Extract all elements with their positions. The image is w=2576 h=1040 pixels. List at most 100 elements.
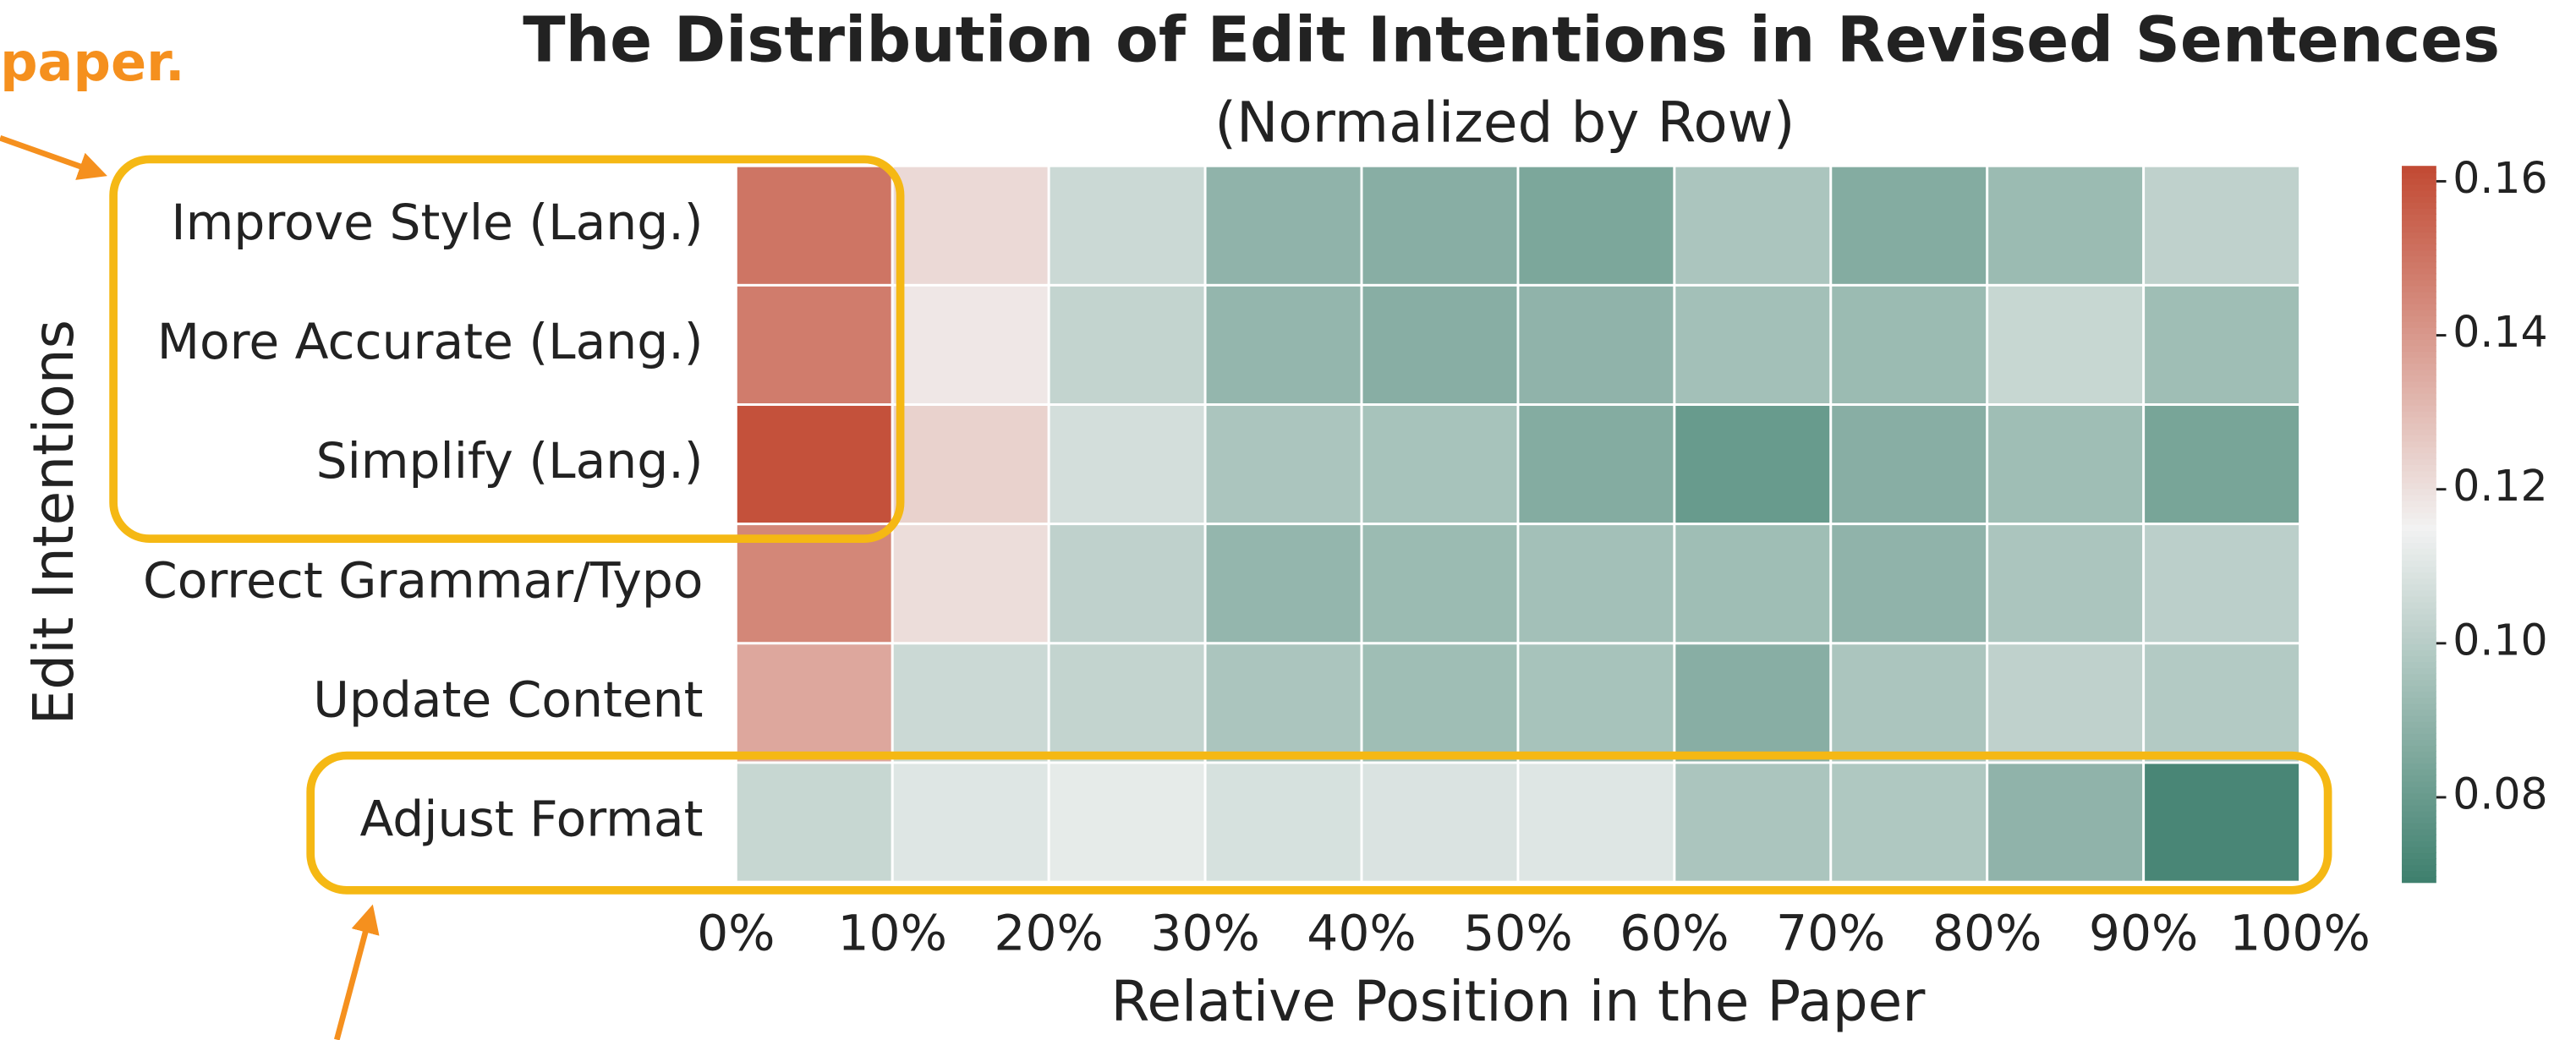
colorbar-segment [2402, 834, 2436, 841]
colorbar-segment [2402, 572, 2436, 579]
colorbar-segment [2402, 560, 2436, 567]
colorbar-segment [2402, 720, 2436, 728]
heatmap-cell [1673, 403, 1833, 526]
colorbar-segment [2402, 267, 2436, 275]
heatmap-cell [1203, 283, 1363, 406]
colorbar-segment [2402, 291, 2436, 298]
heatmap-cell [891, 283, 1050, 406]
colorbar-segment [2402, 326, 2436, 334]
colorbar-segment [2402, 488, 2436, 495]
colorbar-segment [2402, 851, 2436, 860]
colorbar-segment [2402, 178, 2436, 185]
colorbar-segment [2402, 225, 2436, 233]
heatmap-cell [1986, 523, 2146, 645]
colorbar-segment [2402, 410, 2436, 418]
colorbar-segment [2402, 315, 2436, 322]
x-tick-label: 60% [1620, 904, 1729, 961]
colorbar-segment [2402, 512, 2436, 519]
heatmap-cell [2142, 642, 2302, 764]
x-axis-label: Relative Position in the Paper [1110, 969, 1926, 1034]
colorbar-segment [2402, 494, 2436, 501]
arrow [333, 904, 380, 1040]
heatmap-cell [734, 523, 894, 645]
colorbar-segment [2402, 166, 2436, 173]
colorbar-segment [2402, 601, 2436, 609]
heatmap-cell [1203, 642, 1363, 764]
heatmap-cell [1047, 761, 1207, 884]
colorbar-segment [2402, 261, 2436, 269]
heatmap-cell [1360, 403, 1520, 526]
x-tick-label: 70% [1776, 904, 1886, 961]
x-tick-label: 50% [1463, 904, 1573, 961]
colorbar-segment [2402, 369, 2436, 376]
colorbar-segment [2402, 422, 2436, 430]
heatmap-cell [891, 403, 1050, 526]
colorbar-segment [2402, 685, 2436, 692]
colorbar-segment [2402, 840, 2436, 847]
colorbar-segment [2402, 207, 2436, 215]
heatmap-cell [1047, 403, 1207, 526]
colorbar-segment [2402, 392, 2436, 400]
colorbar-segment [2402, 375, 2436, 382]
y-tick-label: Update Content [313, 671, 703, 729]
heatmap-cell [2142, 403, 2302, 526]
heatmap-cell [1829, 403, 1989, 526]
colorbar-segment [2402, 577, 2436, 585]
heatmap-cell [1360, 642, 1520, 764]
x-tick-label: 20% [994, 904, 1104, 961]
heatmap-cell [2142, 523, 2302, 645]
heatmap-cell [1516, 523, 1676, 645]
colorbar-segment [2402, 338, 2436, 347]
heatmap-cell [891, 523, 1050, 645]
colorbar-segment [2402, 673, 2436, 681]
colorbar-segment [2402, 649, 2436, 657]
colorbar-segment [2402, 482, 2436, 490]
colorbar-segment [2402, 553, 2436, 561]
heatmap-cell [1360, 761, 1520, 884]
colorbar-segment [2402, 822, 2436, 829]
colorbar-segment [2402, 691, 2436, 698]
colorbar-segment [2402, 440, 2436, 448]
colorbar-segment [2402, 363, 2436, 370]
colorbar-segment [2402, 810, 2436, 818]
chart-subtitle: (Normalized by Row) [1214, 90, 1795, 156]
colorbar-segment [2402, 643, 2436, 651]
colorbar-segment [2402, 535, 2436, 544]
colorbar-segment [2402, 380, 2436, 388]
colorbar-segment [2402, 255, 2436, 263]
colorbar-segment [2402, 398, 2436, 406]
colorbar-segment [2402, 452, 2436, 460]
colorbar-segment [2402, 780, 2436, 788]
colorbar-segment [2402, 697, 2436, 704]
colorbar-segment [2402, 786, 2436, 794]
colorbar-segment [2402, 273, 2436, 281]
heatmap-cell [1516, 283, 1676, 406]
highlight-box [109, 155, 905, 544]
x-tick-label: 10% [837, 904, 947, 961]
colorbar-segment [2402, 703, 2436, 710]
y-axis-label: Edit Intentions [21, 320, 86, 725]
heatmap-cell [1203, 523, 1363, 645]
colorbar-segment [2402, 863, 2436, 872]
heatmap-cell [1673, 642, 1833, 764]
colorbar-segment [2402, 775, 2436, 782]
colorbar-segment [2402, 470, 2436, 478]
colorbar-segment [2402, 792, 2436, 800]
colorbar-segment [2402, 804, 2436, 812]
y-tick-label: Adjust Format [359, 791, 703, 848]
heatmap-cell [1829, 761, 1989, 884]
heatmap-cell [1047, 642, 1207, 764]
colorbar-tick-label: 0.10 [2453, 615, 2547, 665]
heatmap-cell [1360, 164, 1520, 287]
colorbar-segment [2402, 756, 2436, 764]
colorbar-segment [2402, 249, 2436, 257]
colorbar-segment [2402, 613, 2436, 621]
heatmap-cell [1047, 523, 1207, 645]
colorbar-segment [2402, 876, 2436, 884]
x-tick-label: 80% [1932, 904, 2042, 961]
colorbar-segment [2402, 416, 2436, 424]
colorbar-segment [2402, 309, 2436, 316]
colorbar-segment [2402, 816, 2436, 824]
